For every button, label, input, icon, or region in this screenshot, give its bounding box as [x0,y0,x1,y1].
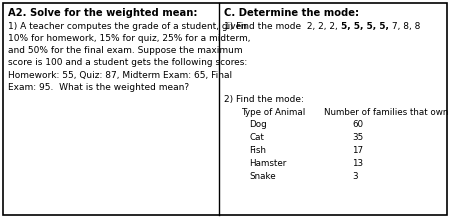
Text: 7, 8, 8: 7, 8, 8 [389,22,420,31]
Text: Type of Animal: Type of Animal [241,108,306,117]
Text: Hamster: Hamster [249,159,287,168]
Text: Fish: Fish [249,146,266,155]
Text: 5, 5, 5, 5,: 5, 5, 5, 5, [341,22,389,31]
Text: 60: 60 [352,120,363,129]
Text: C. Determine the mode:: C. Determine the mode: [224,8,359,18]
Text: 35: 35 [352,133,364,142]
Text: 17: 17 [352,146,363,155]
Text: 13: 13 [352,159,363,168]
Text: Snake: Snake [249,172,276,181]
Text: 2) Find the mode:: 2) Find the mode: [224,95,304,104]
Text: 1) Find the mode  2, 2, 2,: 1) Find the mode 2, 2, 2, [224,22,341,31]
Text: 3: 3 [352,172,358,181]
Text: Number of families that own it: Number of families that own it [324,108,450,117]
Text: Cat: Cat [249,133,264,142]
Text: Dog: Dog [249,120,267,129]
Text: 1) A teacher computes the grade of a student, given
10% for homework, 15% for qu: 1) A teacher computes the grade of a stu… [8,22,251,92]
Text: A2. Solve for the weighted mean:: A2. Solve for the weighted mean: [8,8,198,18]
